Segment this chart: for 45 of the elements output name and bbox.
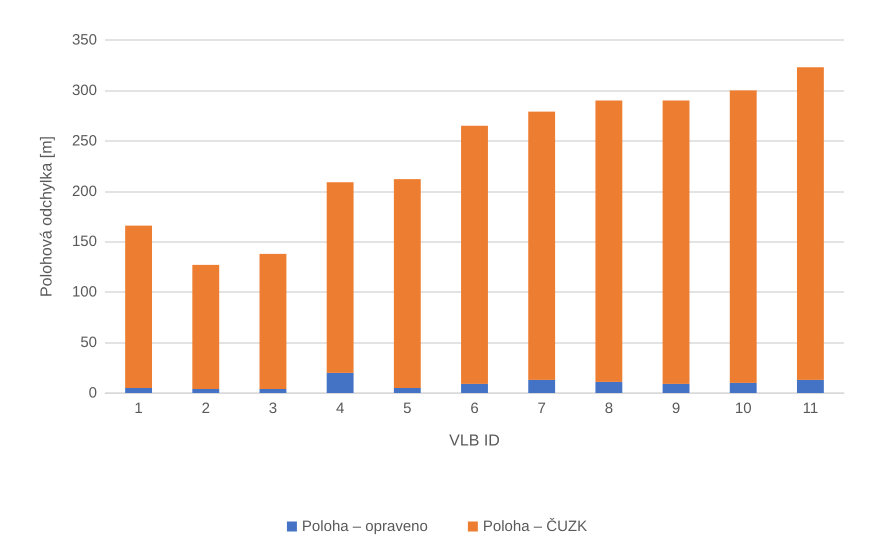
bar <box>192 264 220 389</box>
bar <box>595 382 622 393</box>
x-tick-label: 2 <box>202 400 210 417</box>
y-tick-label: 100 <box>72 284 97 301</box>
bar <box>394 179 421 388</box>
x-tick-label: 7 <box>538 400 546 417</box>
x-tick-label: 6 <box>470 400 479 417</box>
bar <box>595 100 622 382</box>
x-tick-label: 8 <box>604 400 614 417</box>
bar <box>730 90 757 383</box>
bar <box>260 254 286 389</box>
y-tick-label: 300 <box>72 82 97 99</box>
legend-label: Poloha – opraveno <box>302 518 428 535</box>
bar <box>125 226 152 388</box>
x-tick-label: 5 <box>403 400 412 417</box>
x-tick-label: 10 <box>734 400 752 417</box>
bar <box>326 372 354 393</box>
bar <box>528 112 556 380</box>
x-tick-label: 1 <box>134 400 143 417</box>
bar <box>394 388 421 393</box>
x-tick-label: 11 <box>802 400 818 417</box>
x-tick-label: 4 <box>336 400 344 417</box>
y-tick-label: 0 <box>88 384 97 402</box>
y-tick-label: 350 <box>72 32 97 48</box>
bar <box>662 384 690 393</box>
bar <box>528 380 556 393</box>
bar <box>662 100 690 384</box>
bar <box>260 388 286 393</box>
bar <box>326 182 354 373</box>
y-tick-label: 50 <box>80 334 97 352</box>
x-tick-label: 3 <box>268 400 278 417</box>
bar <box>796 67 824 380</box>
bar <box>796 380 824 393</box>
y-tick-label: 150 <box>72 233 97 250</box>
bar <box>461 126 488 384</box>
x-tick-label: 9 <box>672 400 680 417</box>
x-axis-title: VLB ID <box>449 432 500 450</box>
bar <box>461 384 488 393</box>
bar <box>125 388 152 393</box>
y-tick-label: 200 <box>72 182 97 200</box>
bar <box>730 382 757 393</box>
bar <box>192 388 220 393</box>
y-axis-title: Polohová odchylka [m] <box>38 136 56 297</box>
y-tick-label: 250 <box>72 132 97 150</box>
legend-label: Poloha – ČUZK <box>482 517 588 535</box>
